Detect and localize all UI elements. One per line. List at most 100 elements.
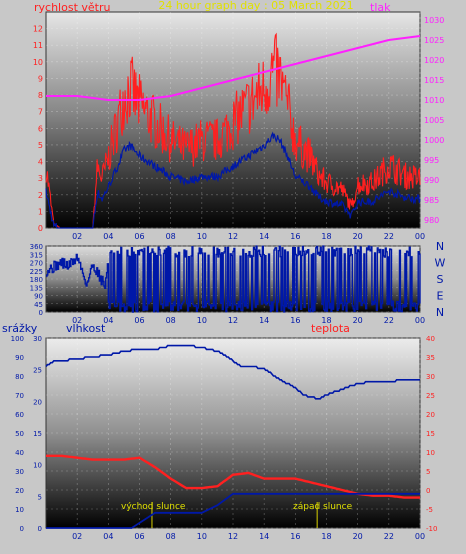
y-tick-temperature: 10: [426, 449, 435, 457]
x-tick-label: 16: [290, 232, 300, 241]
y-tick-pressure: 1025: [424, 36, 444, 45]
x-tick-label: 08: [166, 532, 176, 541]
chart-title: 24 hour graph day : 05 March 2021: [158, 0, 353, 12]
y-tick-wind: 2: [38, 191, 43, 200]
y-tick-direction: 45: [34, 301, 43, 309]
x-tick-label: 08: [166, 316, 176, 325]
y-tick-rain: 70: [15, 392, 24, 400]
x-tick-label: 22: [384, 232, 394, 241]
y-tick-wind: 1: [38, 207, 43, 216]
x-tick-label: 10: [197, 232, 207, 241]
x-tick-label: 04: [103, 316, 113, 325]
y-tick-direction: 270: [30, 260, 43, 268]
y-tick-rain: 0: [20, 525, 24, 533]
y-tick-humidity: 15: [33, 430, 42, 438]
rain-line: [46, 492, 420, 529]
y-tick-wind: 10: [33, 58, 43, 67]
x-tick-label: 06: [134, 532, 144, 541]
sunrise-label: východ slunce: [121, 502, 186, 512]
x-tick-label: 04: [103, 532, 113, 541]
y-tick-temperature: 20: [426, 411, 435, 419]
y-tick-rain: 50: [15, 430, 24, 438]
direction-compass-label: W: [435, 257, 446, 270]
y-tick-rain: 10: [15, 506, 24, 514]
y-tick-pressure: 1030: [424, 16, 444, 25]
y-tick-temperature: 5: [426, 468, 430, 476]
x-tick-label: 16: [290, 316, 300, 325]
y-tick-rain: 20: [15, 487, 24, 495]
pressure-axis-title: tlak: [370, 1, 391, 14]
y-tick-humidity: 0: [38, 525, 42, 533]
y-tick-pressure: 1000: [424, 136, 444, 145]
y-tick-rain: 40: [15, 449, 24, 457]
x-tick-label: 20: [353, 232, 363, 241]
y-tick-direction: 180: [30, 276, 43, 284]
direction-compass-label: E: [437, 290, 444, 303]
x-tick-label: 04: [103, 232, 113, 241]
x-tick-label: 18: [321, 232, 331, 241]
y-tick-rain: 30: [15, 468, 24, 476]
y-tick-pressure: 1020: [424, 56, 444, 65]
y-tick-wind: 6: [38, 124, 43, 133]
y-tick-direction: 360: [30, 243, 43, 251]
y-tick-temperature: 25: [426, 392, 435, 400]
x-tick-label: 14: [259, 532, 269, 541]
y-tick-humidity: 20: [33, 398, 42, 406]
y-tick-wind: 5: [38, 141, 43, 150]
y-tick-wind: 4: [38, 158, 43, 167]
x-tick-label: 02: [72, 316, 82, 325]
x-tick-label: 22: [384, 532, 394, 541]
y-tick-pressure: 985: [424, 196, 439, 205]
y-tick-pressure: 990: [424, 176, 439, 185]
x-tick-label: 14: [259, 232, 269, 241]
climate-panel-bg: [45, 337, 421, 529]
y-tick-wind: 11: [33, 41, 43, 50]
wind-average-line: [45, 131, 421, 229]
x-tick-label: 00: [415, 316, 425, 325]
x-tick-label: 02: [72, 532, 82, 541]
direction-compass-label: N: [436, 240, 444, 253]
y-tick-pressure: 980: [424, 216, 439, 225]
y-tick-wind: 3: [38, 174, 43, 183]
x-tick-label: 00: [415, 532, 425, 541]
y-tick-humidity: 5: [38, 493, 42, 501]
y-tick-rain: 80: [15, 373, 24, 381]
y-tick-pressure: 995: [424, 156, 439, 165]
y-tick-direction: 0: [39, 309, 43, 317]
y-tick-temperature: -10: [426, 525, 437, 533]
y-tick-wind: 0: [38, 224, 43, 233]
y-tick-wind: 7: [38, 108, 43, 117]
x-tick-label: 22: [384, 316, 394, 325]
y-tick-temperature: 30: [426, 373, 435, 381]
x-tick-label: 00: [415, 232, 425, 241]
y-tick-direction: 135: [30, 284, 43, 292]
y-tick-humidity: 10: [33, 462, 42, 470]
y-tick-temperature: 40: [426, 335, 435, 343]
x-tick-label: 06: [134, 316, 144, 325]
y-tick-rain: 60: [15, 411, 24, 419]
wind-direction-line: [46, 245, 421, 313]
y-tick-temperature: 35: [426, 354, 435, 362]
x-tick-label: 12: [228, 532, 238, 541]
direction-compass-label: N: [436, 306, 444, 319]
x-tick-label: 20: [353, 532, 363, 541]
x-tick-label: 18: [321, 316, 331, 325]
humidity-axis-title: vlhkost: [66, 322, 106, 335]
y-tick-wind: 8: [38, 91, 43, 100]
x-tick-label: 20: [353, 316, 363, 325]
y-tick-rain: 90: [15, 354, 24, 362]
x-tick-label: 10: [197, 532, 207, 541]
direction-compass-label: S: [437, 273, 444, 286]
y-tick-wind: 9: [38, 74, 43, 83]
x-tick-label: 14: [259, 316, 269, 325]
x-tick-label: 02: [72, 232, 82, 241]
x-tick-label: 18: [321, 532, 331, 541]
pressure-line: [46, 35, 421, 101]
y-tick-direction: 315: [30, 251, 43, 259]
y-tick-direction: 90: [34, 293, 43, 301]
sunset-label: západ slunce: [293, 502, 353, 512]
y-tick-pressure: 1015: [424, 76, 444, 85]
y-tick-pressure: 1010: [424, 96, 444, 105]
y-tick-temperature: 15: [426, 430, 435, 438]
